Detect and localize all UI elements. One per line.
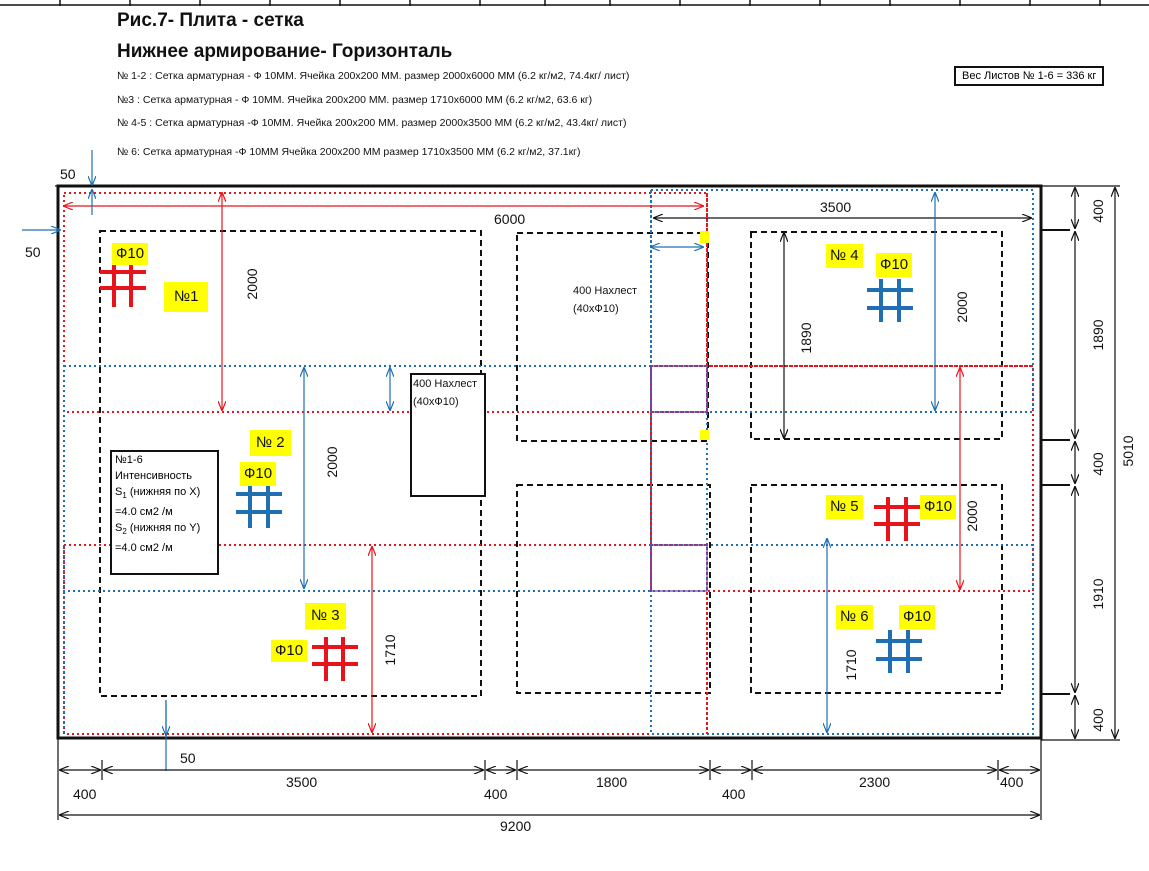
dim-50-bottom: 50 [180, 750, 196, 766]
figure-title: Рис.7- Плита - сетка [117, 10, 304, 31]
legend-line-3: S1 (нижняя по X) [115, 486, 201, 501]
phi-label-n5: Ф10 [920, 495, 957, 519]
legend-line-5: S2 (нижняя по Y) [115, 522, 201, 537]
dim-right-1910: 1910 [1090, 578, 1106, 610]
mesh-icon-n4 [867, 279, 913, 322]
legend-line-6: =4.0 см2 /м [115, 542, 173, 555]
sheet-label-n1: №1 [164, 282, 209, 312]
dim-right-5010: 5010 [1120, 435, 1136, 467]
phi-label-n3: Ф10 [271, 640, 308, 662]
legend-line-2: Интенсивность [115, 470, 193, 482]
legend-line-4: =4.0 см2 /м [115, 506, 173, 519]
overlap-box [410, 373, 486, 497]
mesh-icon-n6 [876, 630, 922, 673]
dim-2000-n2: 2000 [324, 446, 340, 478]
dim-2000-n5: 2000 [964, 500, 980, 532]
dim-1710-n6: 1710 [843, 649, 859, 681]
sheet-label-n5: № 5 [826, 495, 863, 519]
sheet-label-n4: № 4 [826, 244, 863, 268]
dim-1890-inner: 1890 [798, 322, 814, 354]
dim-bottom-1800: 1800 [596, 774, 628, 790]
phi-label-n1: Ф10 [112, 243, 149, 265]
spec-line-1: № 1-2 : Сетка арматурная - Ф 10ММ. Ячейк… [117, 70, 630, 82]
mesh-icon-n2 [236, 484, 282, 528]
dim-bottom-3500: 3500 [286, 774, 318, 790]
dim-bottom-2300: 2300 [859, 774, 891, 790]
right-dim-chain [1041, 185, 1120, 741]
slab-outline [56, 184, 1043, 740]
dim-right-400-a: 400 [1090, 199, 1106, 223]
overlap-note-b-line1: 400 Нахлест [413, 378, 478, 390]
marker-yellow-1 [700, 231, 709, 243]
phi-label-n2: Ф10 [240, 462, 277, 486]
dim-bottom-400-c: 400 [722, 786, 746, 802]
sheet-label-n3: № 3 [305, 603, 346, 629]
spec-line-3: № 4-5 : Сетка арматурная -Ф 10ММ. Ячейка… [117, 117, 627, 129]
dim-bottom-400-b: 400 [484, 786, 508, 802]
dim-6000: 6000 [494, 211, 526, 227]
inner-dims [64, 193, 1031, 732]
dim-50-top: 50 [60, 166, 76, 182]
dim-50-left: 50 [25, 244, 41, 260]
overlap-note-a-line1: 400 Нахлест [573, 285, 638, 297]
dim-bottom-400-d: 400 [1000, 774, 1024, 790]
mesh-icon-n1 [100, 263, 146, 307]
mesh-icon-n5 [874, 497, 920, 541]
dim-right-400-b: 400 [1090, 452, 1106, 476]
dim-bottom-9200: 9200 [500, 818, 532, 834]
bottom-dim-chain [57, 738, 1042, 820]
dim-2000-n4: 2000 [954, 291, 970, 323]
overlap-note-b-line2: (40xФ10) [413, 396, 459, 408]
figure-subtitle: Нижнее армирование- Горизонталь [117, 41, 453, 62]
dim-right-400-c: 400 [1090, 708, 1106, 732]
phi-label-n6: Ф10 [899, 605, 936, 629]
dim-bottom-400-a: 400 [73, 786, 97, 802]
legend-box [110, 450, 219, 575]
top-ruler [0, 0, 1149, 6]
dim-1710-n3: 1710 [382, 634, 398, 666]
sheet-label-n2: № 2 [250, 430, 291, 456]
spec-line-4: № 6: Сетка арматурная -Ф 10ММ Ячейка 200… [117, 146, 581, 158]
legend-line-1: №1-6 [115, 454, 143, 466]
total-weight-note: Вес Листов № 1-6 = 336 кг [954, 66, 1105, 86]
overlap-note-a-line2: (40xФ10) [573, 303, 619, 315]
dim-3500-top: 3500 [820, 199, 852, 215]
dim-right-1890: 1890 [1090, 319, 1106, 351]
offset-arrows [22, 150, 166, 771]
spec-line-2: №3 : Сетка арматурная - Ф 10ММ. Ячейка 2… [117, 94, 593, 106]
blue-sheets [63, 189, 1034, 735]
mesh-icon-n3 [312, 637, 358, 681]
marker-yellow-2 [700, 430, 709, 440]
legend: №1-6 Интенсивность S1 (нижняя по X) =4.0… [115, 452, 200, 556]
dim-2000-n1: 2000 [244, 268, 260, 300]
overlap-zones [650, 365, 708, 592]
sheet-label-n6: № 6 [836, 605, 873, 629]
phi-label-n4: Ф10 [876, 253, 913, 277]
